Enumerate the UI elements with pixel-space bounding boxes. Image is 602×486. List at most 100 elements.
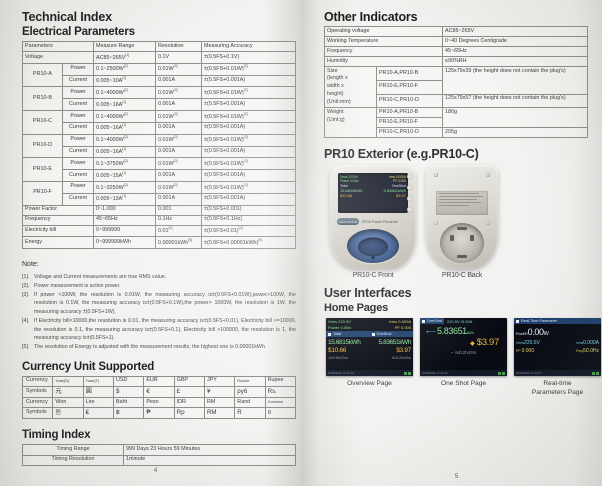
- cell-resolution: 0.01W[3]: [155, 133, 202, 147]
- cell-accuracy: ±(0.5FS+0.001): [201, 204, 296, 216]
- timing-row: Timing Resolution 1minute: [22, 454, 296, 466]
- indicator-row: Operating voltage AC85~265V: [324, 25, 588, 38]
- cell-type: Power: [62, 110, 94, 123]
- overview-total-money: $10.66: [328, 347, 347, 355]
- cell-accuracy: ±(0.5FS+0.001A): [201, 192, 296, 206]
- table-row: Current 0.005~16A[1] 0.001A ±(0.5FS+0.001A): [23, 98, 296, 112]
- cell-type: Power: [62, 86, 94, 100]
- front-lcd-power: Power 0.00w: [340, 179, 359, 184]
- left-page: Technical Index Electrical Parameters Pa…: [21, 10, 297, 474]
- led-indicator: [407, 207, 412, 213]
- device-front-image: Vrms 220.5V Irms 0.000A Power 0.00w PF 0…: [330, 165, 416, 270]
- other-indicators-heading: Other Indicators: [324, 10, 418, 24]
- cell-accuracy: ±(0.5FS+0.001A): [201, 169, 296, 182]
- timing-index-heading: Timing Index: [22, 429, 91, 442]
- currency-cell: USD: [112, 375, 145, 387]
- currency-unit-heading: Currency Unit Supported: [22, 360, 155, 373]
- currency-cell: EUR: [143, 375, 175, 387]
- currency-cell: ₱: [143, 407, 175, 420]
- overview-total-duration: 1d0:5h03m: [328, 355, 349, 361]
- currency-row: Symbols 元圓 $ € £ ¥ py6 Rs.: [21, 385, 297, 399]
- oneshot-status-bar: 2018/3/06 17:41:23: [420, 370, 507, 377]
- table-row: PR10-C Power 0.1~4000W[2] 0.01W[3] ±(0.5FS+0…: [22, 110, 296, 135]
- cell-accuracy: ±(0.5FS+0.01)[4]: [201, 224, 296, 238]
- currency-cell: 元: [52, 385, 84, 399]
- currency-cell: Yuan(S): [52, 375, 84, 387]
- cell-resolution: 0.001A: [155, 145, 202, 159]
- indicator-models: PR10-C,PR10-D: [376, 93, 443, 109]
- money-icon: ◆: [470, 341, 475, 348]
- currency-row: Currency Won Lire Baht Peso IDR RM Rand Common: [21, 397, 297, 409]
- overview-oneshot-duration: 6d12h43m: [392, 355, 411, 361]
- status-icons: [403, 371, 411, 375]
- oneshot-tab[interactable]: OneShot: [420, 318, 444, 325]
- table-row: Current 0.005~13A[1] 0.001A ±(0.5FS+0.001A): [23, 192, 296, 206]
- currency-cell: Rupee: [264, 375, 297, 387]
- user-interfaces-heading: User Interfaces: [324, 286, 412, 301]
- photo-back-caption: PR10-C Back: [441, 272, 483, 280]
- front-lcd-total-label: Total: [340, 184, 348, 189]
- cell-accuracy: ±(0.5FS+0.001A): [201, 145, 296, 159]
- device-socket-back: [440, 223, 484, 264]
- socket-earth-pin: [371, 256, 375, 260]
- cell-model: PR10-F: [22, 180, 63, 206]
- front-lcd-oneshot-money: $3.97: [395, 193, 406, 199]
- cell-parameter: Voltage: [22, 51, 94, 64]
- currency-row-label: Symbols: [21, 407, 54, 420]
- realtime-tab-label: Real-Time Parameter: [521, 319, 558, 324]
- cell-parameter: Electricity bill: [22, 224, 94, 238]
- realtime-power-value: 0.00: [527, 327, 544, 338]
- cell-range: 0.1~2500W[2]: [93, 62, 156, 76]
- currency-cell: Won: [52, 397, 84, 409]
- realtime-f-value: 50.0Hz: [583, 348, 599, 355]
- overview-tab-total[interactable]: Total: [326, 331, 370, 338]
- oneshot-energy-value: 5.83651: [437, 326, 467, 337]
- ui-caption-realtime: Real-time Parameters Page: [531, 380, 584, 396]
- lcd-oneshot: OneShot 220.5V /0.00A ⟵ 5.83651 kWh ◆ $3…: [420, 318, 507, 377]
- cell-accuracy: ±(0.5FS+0.01W)[3]: [201, 110, 296, 123]
- currency-cell: RM: [203, 397, 236, 409]
- cell-accuracy: ±(0.5FS+0.01W)[3]: [201, 133, 296, 147]
- oneshot-vi-readout: 220.5V /0.00A: [447, 318, 473, 324]
- bullet-icon: [371, 332, 375, 336]
- cell-type: Current: [62, 192, 94, 206]
- ui-screens-row: Vrms 220.5V Irms 0.000A Power 0.00w PF 0…: [324, 318, 601, 396]
- bullet-icon: [516, 319, 519, 323]
- cell-resolution: 0.001A: [155, 192, 202, 206]
- timing-row: Timing Range 999 Days 23 Hours 59 Minutes: [22, 444, 296, 456]
- weight-label: Weight (Uint:g): [324, 107, 377, 139]
- cell-type: Power: [62, 62, 94, 76]
- device-brand-row: PEACEFAIR PR10 Power Recorder: [337, 217, 409, 226]
- indicator-label: Humidity: [324, 56, 443, 68]
- photo-front-caption: PR10-C Front: [352, 272, 394, 280]
- currency-cell: Rand: [234, 397, 266, 409]
- energy-icon: ⟵: [426, 329, 437, 337]
- overview-power: Power 0.00w: [328, 325, 352, 331]
- cell-range: 0.005~13A[1]: [93, 192, 156, 206]
- oneshot-energy-unit: kWh: [466, 331, 474, 336]
- notes-block: Note: [1]. Voltage and Current measuremen…: [22, 259, 296, 352]
- led-indicator: [407, 196, 412, 202]
- page-title: Technical Index: [22, 10, 112, 24]
- cell-resolution: 0.01W[3]: [155, 180, 202, 194]
- table-row: Voltage AC85~265V[1] 0.1V ±(0.5FS+0.1V): [22, 51, 296, 64]
- overview-irms: Irms 0.000A: [389, 319, 411, 325]
- device-led-column: [407, 174, 413, 218]
- currency-cell: 圓: [82, 385, 114, 399]
- cell-range: 0.1~4000W[2]: [93, 110, 156, 123]
- th-measuring-accuracy: Measuring Accuracy: [201, 40, 296, 53]
- cell-range: 0.1~3250W[2]: [93, 180, 156, 194]
- table-row: PR10-B Power 0.1~4000W[2] 0.01W[3] ±(0.5FS+0…: [22, 86, 296, 112]
- timing-value: 999 Days 23 Hours 59 Minutes: [123, 444, 296, 456]
- realtime-tab[interactable]: Real-Time Parameter: [514, 318, 601, 325]
- cell-accuracy: ±(0.5FS+0.01W)[3]: [201, 157, 296, 171]
- size-value: 125x79x57 (the height does not contain t…: [442, 93, 588, 109]
- cell-range: 0~999999: [93, 224, 156, 238]
- currency-cell: IDR: [173, 397, 205, 409]
- overview-tab-oneshot[interactable]: OneShot: [369, 331, 413, 338]
- table-row: Electricity bill 0~999999 0.01[4] ±(0.5FS+0…: [22, 224, 296, 238]
- ui-screen-realtime: Real-Time Parameter PowER 0.00 W Vrms220…: [514, 318, 601, 396]
- cell-range: 0.005~16A[1]: [93, 145, 156, 159]
- timing-key: Timing Resolution: [22, 454, 124, 466]
- realtime-f-label: Freq: [575, 349, 584, 354]
